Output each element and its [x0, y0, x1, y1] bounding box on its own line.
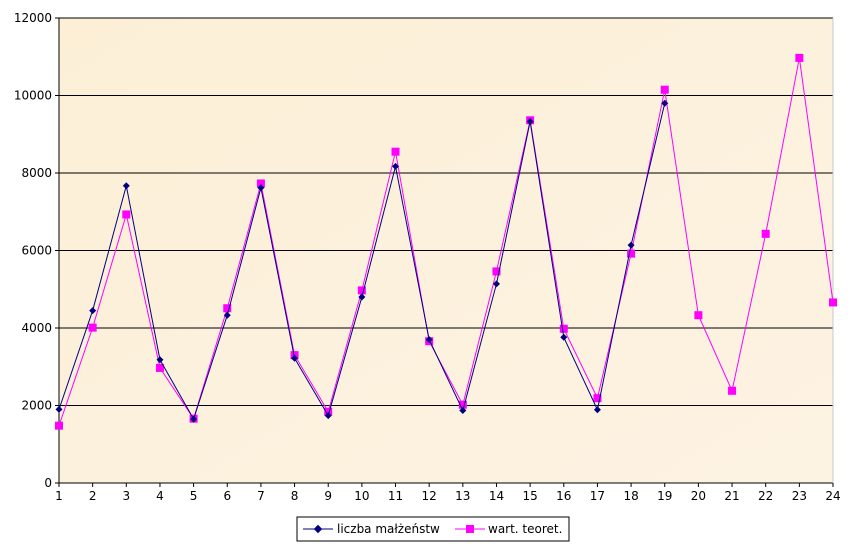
series-1-point-10 — [358, 293, 366, 301]
x-tick-label-7: 7 — [257, 489, 265, 503]
series-2-point-1 — [55, 421, 63, 430]
series-2-point-19 — [660, 85, 669, 94]
series-1-point-17 — [593, 406, 601, 414]
series-2-point-10 — [357, 286, 366, 295]
series-1-point-9 — [324, 412, 332, 420]
x-tick-label-21: 21 — [724, 489, 739, 503]
series-2 — [55, 53, 837, 430]
series-2-point-17 — [593, 394, 602, 403]
series-1-point-13 — [459, 407, 467, 415]
x-tick-label-5: 5 — [190, 489, 198, 503]
series-1-point-12 — [425, 336, 433, 344]
series-2-point-7 — [256, 179, 265, 188]
series-1-point-6 — [223, 311, 231, 319]
series-2-point-3 — [122, 210, 131, 219]
legend-entry-series-1: liczba małżeństw — [303, 522, 440, 536]
y-tick-label-2000: 2000 — [21, 399, 52, 413]
y-tick-labels: 0 2000 4000 6000 8000 10000 12000 — [14, 11, 52, 490]
series-1-point-16 — [560, 333, 568, 341]
series-1-point-3 — [122, 182, 130, 190]
y-tick-label-12000: 12000 — [14, 11, 52, 25]
series-2-point-16 — [559, 324, 568, 333]
series-2-line — [58, 57, 834, 426]
x-tick-label-13: 13 — [455, 489, 470, 503]
x-tick-labels: 1 2 3 4 5 6 7 8 9 10 11 12 13 14 15 16 17 18 19 20 21 22 23 24 — [55, 489, 840, 503]
series-2-point-24 — [829, 298, 837, 307]
y-tick-label-6000: 6000 — [21, 244, 52, 258]
legend: liczba małżeństw wart. teoret. — [296, 516, 570, 542]
series-1-point-14 — [492, 280, 500, 288]
series-1-point-18 — [627, 241, 635, 249]
series-1-point-2 — [89, 307, 97, 315]
y-tick-label-8000: 8000 — [21, 166, 52, 180]
y-tick-label-0: 0 — [44, 476, 52, 490]
series-2-point-4 — [155, 363, 164, 372]
legend-label-series-1: liczba małżeństw — [337, 522, 440, 536]
legend-marker-series-2 — [466, 525, 474, 533]
legend-label-series-2: wart. teoret. — [488, 522, 562, 536]
x-tick-label-1: 1 — [55, 489, 63, 503]
x-tick-label-14: 14 — [489, 489, 504, 503]
series-1 — [55, 99, 669, 423]
series-2-point-20 — [694, 311, 703, 320]
series-1-point-4 — [156, 356, 164, 364]
gridlines — [59, 17, 833, 406]
x-tick-label-16: 16 — [556, 489, 571, 503]
legend-marker-series-1 — [313, 524, 323, 534]
series-1-point-7 — [257, 184, 265, 192]
x-tick-label-22: 22 — [758, 489, 773, 503]
x-tick-label-23: 23 — [792, 489, 807, 503]
series-layer — [55, 53, 837, 430]
series-2-point-22 — [761, 229, 770, 238]
x-tick-label-12: 12 — [422, 489, 437, 503]
series-1-point-19 — [661, 99, 669, 107]
series-2-point-6 — [223, 304, 232, 313]
series-1-point-5 — [190, 415, 198, 423]
x-tick-label-2: 2 — [89, 489, 97, 503]
series-2-point-11 — [391, 147, 400, 156]
x-tick-label-10: 10 — [354, 489, 369, 503]
axes — [55, 17, 834, 487]
series-1-point-8 — [291, 354, 299, 362]
series-1-point-15 — [526, 117, 534, 125]
series-2-point-14 — [492, 267, 501, 276]
x-tick-label-3: 3 — [122, 489, 130, 503]
x-tick-label-9: 9 — [324, 489, 332, 503]
series-2-point-2 — [88, 323, 97, 332]
x-tick-label-11: 11 — [388, 489, 403, 503]
x-tick-label-4: 4 — [156, 489, 164, 503]
x-tick-label-24: 24 — [825, 489, 840, 503]
x-tick-label-20: 20 — [691, 489, 706, 503]
series-2-point-23 — [795, 53, 804, 62]
y-tick-label-10000: 10000 — [14, 89, 52, 103]
series-2-point-18 — [627, 249, 636, 258]
legend-entry-series-2: wart. teoret. — [455, 522, 562, 536]
x-tick-label-15: 15 — [522, 489, 537, 503]
y-tick-label-4000: 4000 — [21, 321, 52, 335]
x-tick-label-18: 18 — [623, 489, 638, 503]
series-1-point-1 — [55, 405, 63, 413]
x-tick-label-19: 19 — [657, 489, 672, 503]
x-tick-label-17: 17 — [590, 489, 605, 503]
x-tick-label-8: 8 — [291, 489, 299, 503]
legend-box — [296, 516, 570, 542]
series-2-point-21 — [728, 386, 737, 395]
x-tick-label-6: 6 — [223, 489, 231, 503]
series-1-point-11 — [392, 162, 400, 170]
series-2-point-13 — [458, 400, 467, 409]
series-2-point-9 — [324, 407, 333, 416]
